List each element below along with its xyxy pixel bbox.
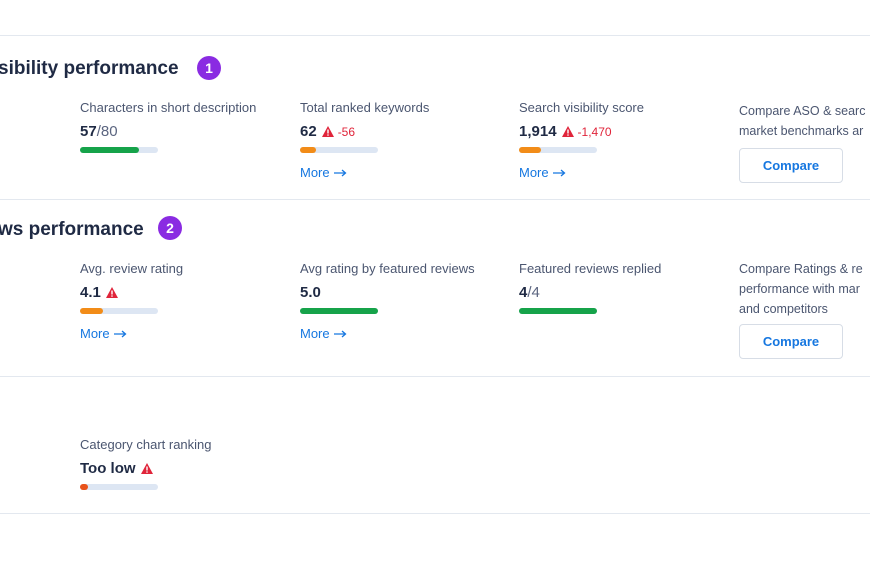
value-suffix: /4 <box>527 284 540 301</box>
progress-bar-fill <box>80 308 104 314</box>
metric-short-description: Characters in short description 57/80 <box>80 100 256 153</box>
progress-bar <box>80 308 158 314</box>
step-badge-1: 1 <box>197 56 221 80</box>
warning-triangle-icon <box>561 126 574 137</box>
divider <box>0 199 870 200</box>
metric-category-ranking: Category chart ranking Too low <box>80 437 212 490</box>
arrow-right-icon <box>333 169 347 176</box>
value-delta: -1,470 <box>577 124 612 139</box>
metric-label: Category chart ranking <box>80 437 212 452</box>
progress-bar-fill <box>519 308 597 314</box>
divider <box>0 35 870 36</box>
metric-value: 5.0 <box>300 284 475 301</box>
metric-label: Total ranked keywords <box>300 100 430 115</box>
metric-label: Avg rating by featured reviews <box>300 261 475 276</box>
metric-value: 4.1 <box>80 284 183 301</box>
section-title-reviews: ws performance <box>0 219 144 240</box>
more-link-label: More <box>300 326 330 341</box>
more-link-review-rating[interactable]: More <box>80 326 127 341</box>
metric-ranked-keywords: Total ranked keywords 62 -56 More <box>300 100 429 182</box>
more-link-featured-rating[interactable]: More <box>300 326 347 341</box>
warning-triangle-icon <box>140 463 153 474</box>
progress-bar <box>80 484 158 490</box>
progress-bar <box>80 147 158 153</box>
compare-button-ratings[interactable]: Compare <box>739 324 843 359</box>
more-link-visibility[interactable]: More <box>519 165 566 180</box>
value-suffix: /80 <box>96 123 118 140</box>
divider <box>0 376 870 377</box>
step-badge-2: 2 <box>158 216 182 240</box>
progress-bar <box>300 147 378 153</box>
arrow-right-icon <box>333 330 347 337</box>
arrow-right-icon <box>552 169 566 176</box>
compare-button-aso[interactable]: Compare <box>739 148 843 183</box>
metric-label: Search visibility score <box>519 100 644 115</box>
metric-value: 62 -56 <box>300 123 429 140</box>
value-number: 1,914 <box>519 123 557 140</box>
more-link-keywords[interactable]: More <box>300 165 347 180</box>
progress-bar-fill <box>519 147 541 153</box>
warning-triangle-icon <box>321 126 334 137</box>
progress-bar <box>519 308 597 314</box>
value-number: 5.0 <box>300 284 321 301</box>
compare-description-aso: Compare ASO & searc market benchmarks ar <box>739 104 866 138</box>
value-number: 57 <box>80 123 97 140</box>
metric-value: 4/4 <box>519 284 661 301</box>
progress-bar <box>519 147 597 153</box>
metric-featured-rating: Avg rating by featured reviews 5.0 More <box>300 261 475 343</box>
value-number: 62 <box>300 123 317 140</box>
metric-avg-review-rating: Avg. review rating 4.1 More <box>80 261 183 343</box>
metric-label: Characters in short description <box>80 100 257 115</box>
metric-value: 57/80 <box>80 123 256 140</box>
more-link-label: More <box>519 165 549 180</box>
arrow-right-icon <box>113 330 127 337</box>
metric-value: 1,914 -1,470 <box>519 123 644 140</box>
value-number: Too low <box>80 460 136 477</box>
divider <box>0 513 870 514</box>
metric-value: Too low <box>80 460 212 477</box>
progress-bar-fill <box>300 308 378 314</box>
section-title-visibility: sibility performance <box>0 58 179 79</box>
metric-label: Avg. review rating <box>80 261 184 276</box>
value-number: 4.1 <box>80 284 101 301</box>
warning-triangle-icon <box>105 287 118 298</box>
compare-description-ratings: Compare Ratings & re performance with ma… <box>739 262 863 316</box>
more-link-label: More <box>300 165 330 180</box>
more-link-label: More <box>80 326 110 341</box>
progress-bar-fill <box>300 147 316 153</box>
metric-featured-replied: Featured reviews replied 4/4 <box>519 261 661 314</box>
metric-label: Featured reviews replied <box>519 261 662 276</box>
value-number: 4 <box>519 284 528 301</box>
progress-bar <box>300 308 378 314</box>
value-delta: -56 <box>337 124 356 139</box>
metric-search-visibility: Search visibility score 1,914 -1,470 Mor… <box>519 100 644 182</box>
progress-bar-fill <box>80 147 139 153</box>
progress-bar-fill <box>80 484 88 490</box>
